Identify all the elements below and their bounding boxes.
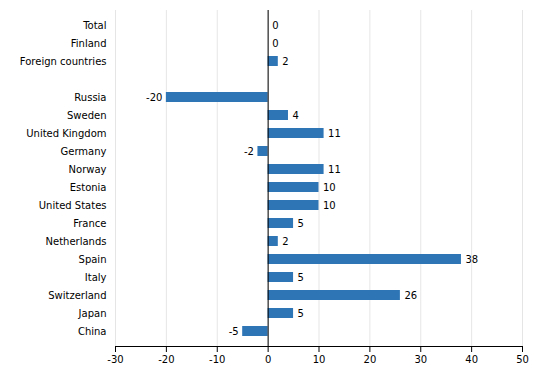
svg-text:2: 2 (282, 236, 288, 247)
svg-text:11: 11 (328, 128, 341, 139)
svg-text:26: 26 (404, 290, 417, 301)
svg-text:10: 10 (323, 200, 336, 211)
svg-text:Sweden: Sweden (67, 110, 107, 121)
svg-text:2: 2 (282, 56, 288, 67)
svg-text:Estonia: Estonia (70, 182, 107, 193)
svg-text:5: 5 (298, 308, 304, 319)
svg-text:5: 5 (298, 272, 304, 283)
svg-text:5: 5 (298, 218, 304, 229)
svg-text:-30: -30 (107, 354, 123, 365)
svg-text:China: China (78, 326, 107, 337)
svg-text:Norway: Norway (69, 164, 107, 175)
svg-text:-2: -2 (244, 146, 254, 157)
svg-text:-10: -10 (209, 354, 225, 365)
svg-text:30: 30 (414, 354, 427, 365)
svg-text:Total: Total (82, 20, 106, 31)
svg-text:Switzerland: Switzerland (48, 290, 106, 301)
svg-text:20: 20 (364, 354, 377, 365)
svg-text:Russia: Russia (74, 92, 106, 103)
svg-text:Italy: Italy (85, 272, 107, 283)
svg-text:0: 0 (265, 354, 271, 365)
svg-text:4: 4 (292, 110, 298, 121)
svg-text:-20: -20 (158, 354, 174, 365)
svg-text:United Kingdom: United Kingdom (26, 128, 106, 139)
svg-text:Spain: Spain (79, 254, 107, 265)
svg-text:Finland: Finland (71, 38, 107, 49)
svg-text:United States: United States (39, 200, 107, 211)
svg-text:-20: -20 (146, 92, 162, 103)
svg-text:38: 38 (465, 254, 478, 265)
svg-text:-5: -5 (229, 326, 239, 337)
svg-text:10: 10 (323, 182, 336, 193)
svg-text:50: 50 (516, 354, 529, 365)
svg-text:10: 10 (313, 354, 326, 365)
svg-text:Foreign countries: Foreign countries (20, 56, 107, 67)
svg-text:0: 0 (272, 38, 278, 49)
svg-text:Japan: Japan (78, 308, 107, 319)
svg-text:Netherlands: Netherlands (46, 236, 107, 247)
svg-text:0: 0 (272, 20, 278, 31)
svg-text:40: 40 (465, 354, 478, 365)
svg-text:11: 11 (328, 164, 341, 175)
svg-text:France: France (73, 218, 106, 229)
svg-text:Germany: Germany (61, 146, 107, 157)
